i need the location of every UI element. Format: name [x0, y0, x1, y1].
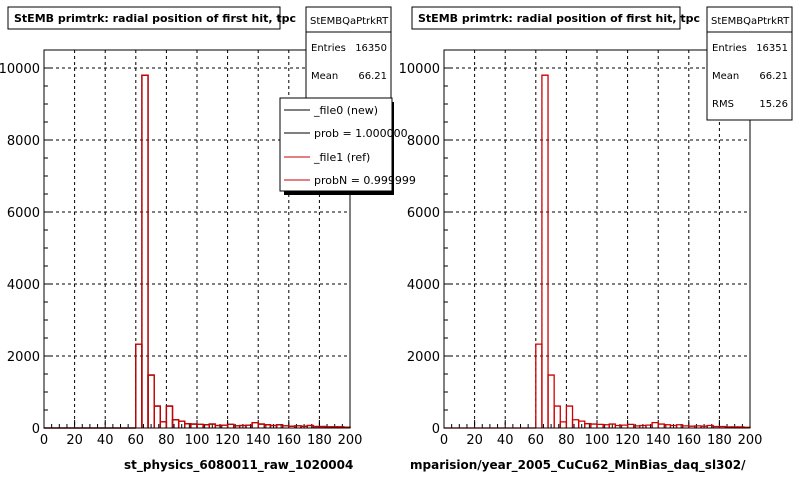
plot-area: 0 20 40 60 80 100 120 140 160 180 2000200040006000…	[399, 49, 763, 448]
x-tick-label: 200	[338, 433, 363, 448]
legend-ref: _file1 (ref)	[313, 151, 370, 164]
x-tick-label: 160	[676, 433, 701, 448]
histogram-bin	[565, 405, 574, 428]
histogram-bin	[147, 374, 155, 428]
y-tick-label: 0	[432, 422, 440, 437]
stats-entries-label: Entries	[712, 43, 747, 54]
panel-right: StEMB primtrk: radial position of first …	[399, 6, 793, 473]
title-box	[7, 6, 281, 30]
histogram-bin	[547, 374, 555, 428]
legend-new: _file0 (new)	[313, 104, 378, 117]
x-tick-label: 160	[276, 433, 301, 448]
stats-mean-value: 66.21	[358, 71, 387, 82]
x-tick-label: 140	[646, 433, 671, 448]
stats-name: StEMBQaPtrkRT	[310, 16, 389, 27]
stats-mean-label: Mean	[311, 71, 338, 82]
histogram-bin	[153, 405, 161, 428]
x-tick-label: 0	[440, 433, 448, 448]
stats-name: StEMBQaPtrkRT	[711, 16, 790, 27]
legend-prob: prob = 1.000000	[314, 127, 408, 140]
x-tick-label: 100	[185, 433, 210, 448]
stats-entries-value: 16351	[756, 43, 788, 54]
x-tick-label: 80	[158, 433, 175, 448]
x-tick-label: 60	[128, 433, 145, 448]
chart-title: StEMB primtrk: radial position of first …	[418, 12, 700, 25]
x-tick-label: 0	[40, 433, 48, 448]
x-axis-label: st_physics_6080011_raw_1020004	[124, 458, 353, 473]
stats-mean-label: Mean	[712, 71, 739, 82]
legend-probn: probN = 0.999999	[314, 174, 416, 187]
stats-mean-value: 66.21	[759, 71, 788, 82]
histogram-bin	[165, 405, 174, 428]
y-tick-label: 8000	[7, 134, 40, 149]
x-axis-label: mparision/year_2005_CuCu62_MinBias_daq_s…	[410, 458, 746, 473]
y-tick-label: 4000	[7, 278, 40, 293]
x-tick-label: 80	[558, 433, 575, 448]
y-tick-label: 6000	[407, 206, 440, 221]
stats-entries-label: Entries	[311, 43, 346, 54]
x-tick-label: 180	[307, 433, 332, 448]
x-tick-label: 40	[97, 433, 114, 448]
histogram-bin	[541, 74, 549, 428]
y-tick-label: 0	[32, 422, 40, 437]
y-tick-label: 2000	[7, 350, 40, 365]
y-tick-label: 8000	[407, 134, 440, 149]
x-tick-label: 100	[585, 433, 610, 448]
y-tick-label: 4000	[407, 278, 440, 293]
y-tick-label: 10000	[0, 62, 40, 77]
y-tick-label: 10000	[399, 62, 440, 77]
x-tick-label: 20	[66, 433, 83, 448]
histogram-bin	[553, 405, 561, 428]
plot-frame	[443, 49, 751, 429]
x-tick-label: 120	[215, 433, 240, 448]
plot-frame	[43, 49, 351, 429]
chart-title: StEMB primtrk: radial position of first …	[14, 12, 296, 25]
x-tick-label: 180	[707, 433, 732, 448]
histogram-bin	[141, 74, 149, 428]
x-tick-label: 20	[466, 433, 483, 448]
panel-left: StEMB primtrk: radial position of first …	[0, 6, 416, 473]
stats-rms-value: 15.26	[759, 99, 788, 110]
stats-box	[305, 6, 392, 103]
x-tick-label: 120	[615, 433, 640, 448]
y-tick-label: 2000	[407, 350, 440, 365]
stats-box	[706, 6, 793, 121]
legend-box	[279, 97, 393, 192]
y-tick-label: 6000	[7, 206, 40, 221]
x-tick-label: 200	[738, 433, 763, 448]
x-tick-label: 140	[246, 433, 271, 448]
x-tick-label: 40	[497, 433, 514, 448]
x-tick-label: 60	[528, 433, 545, 448]
stats-rms-label: RMS	[712, 99, 734, 110]
stats-entries-value: 16350	[355, 43, 387, 54]
title-box	[411, 6, 681, 30]
